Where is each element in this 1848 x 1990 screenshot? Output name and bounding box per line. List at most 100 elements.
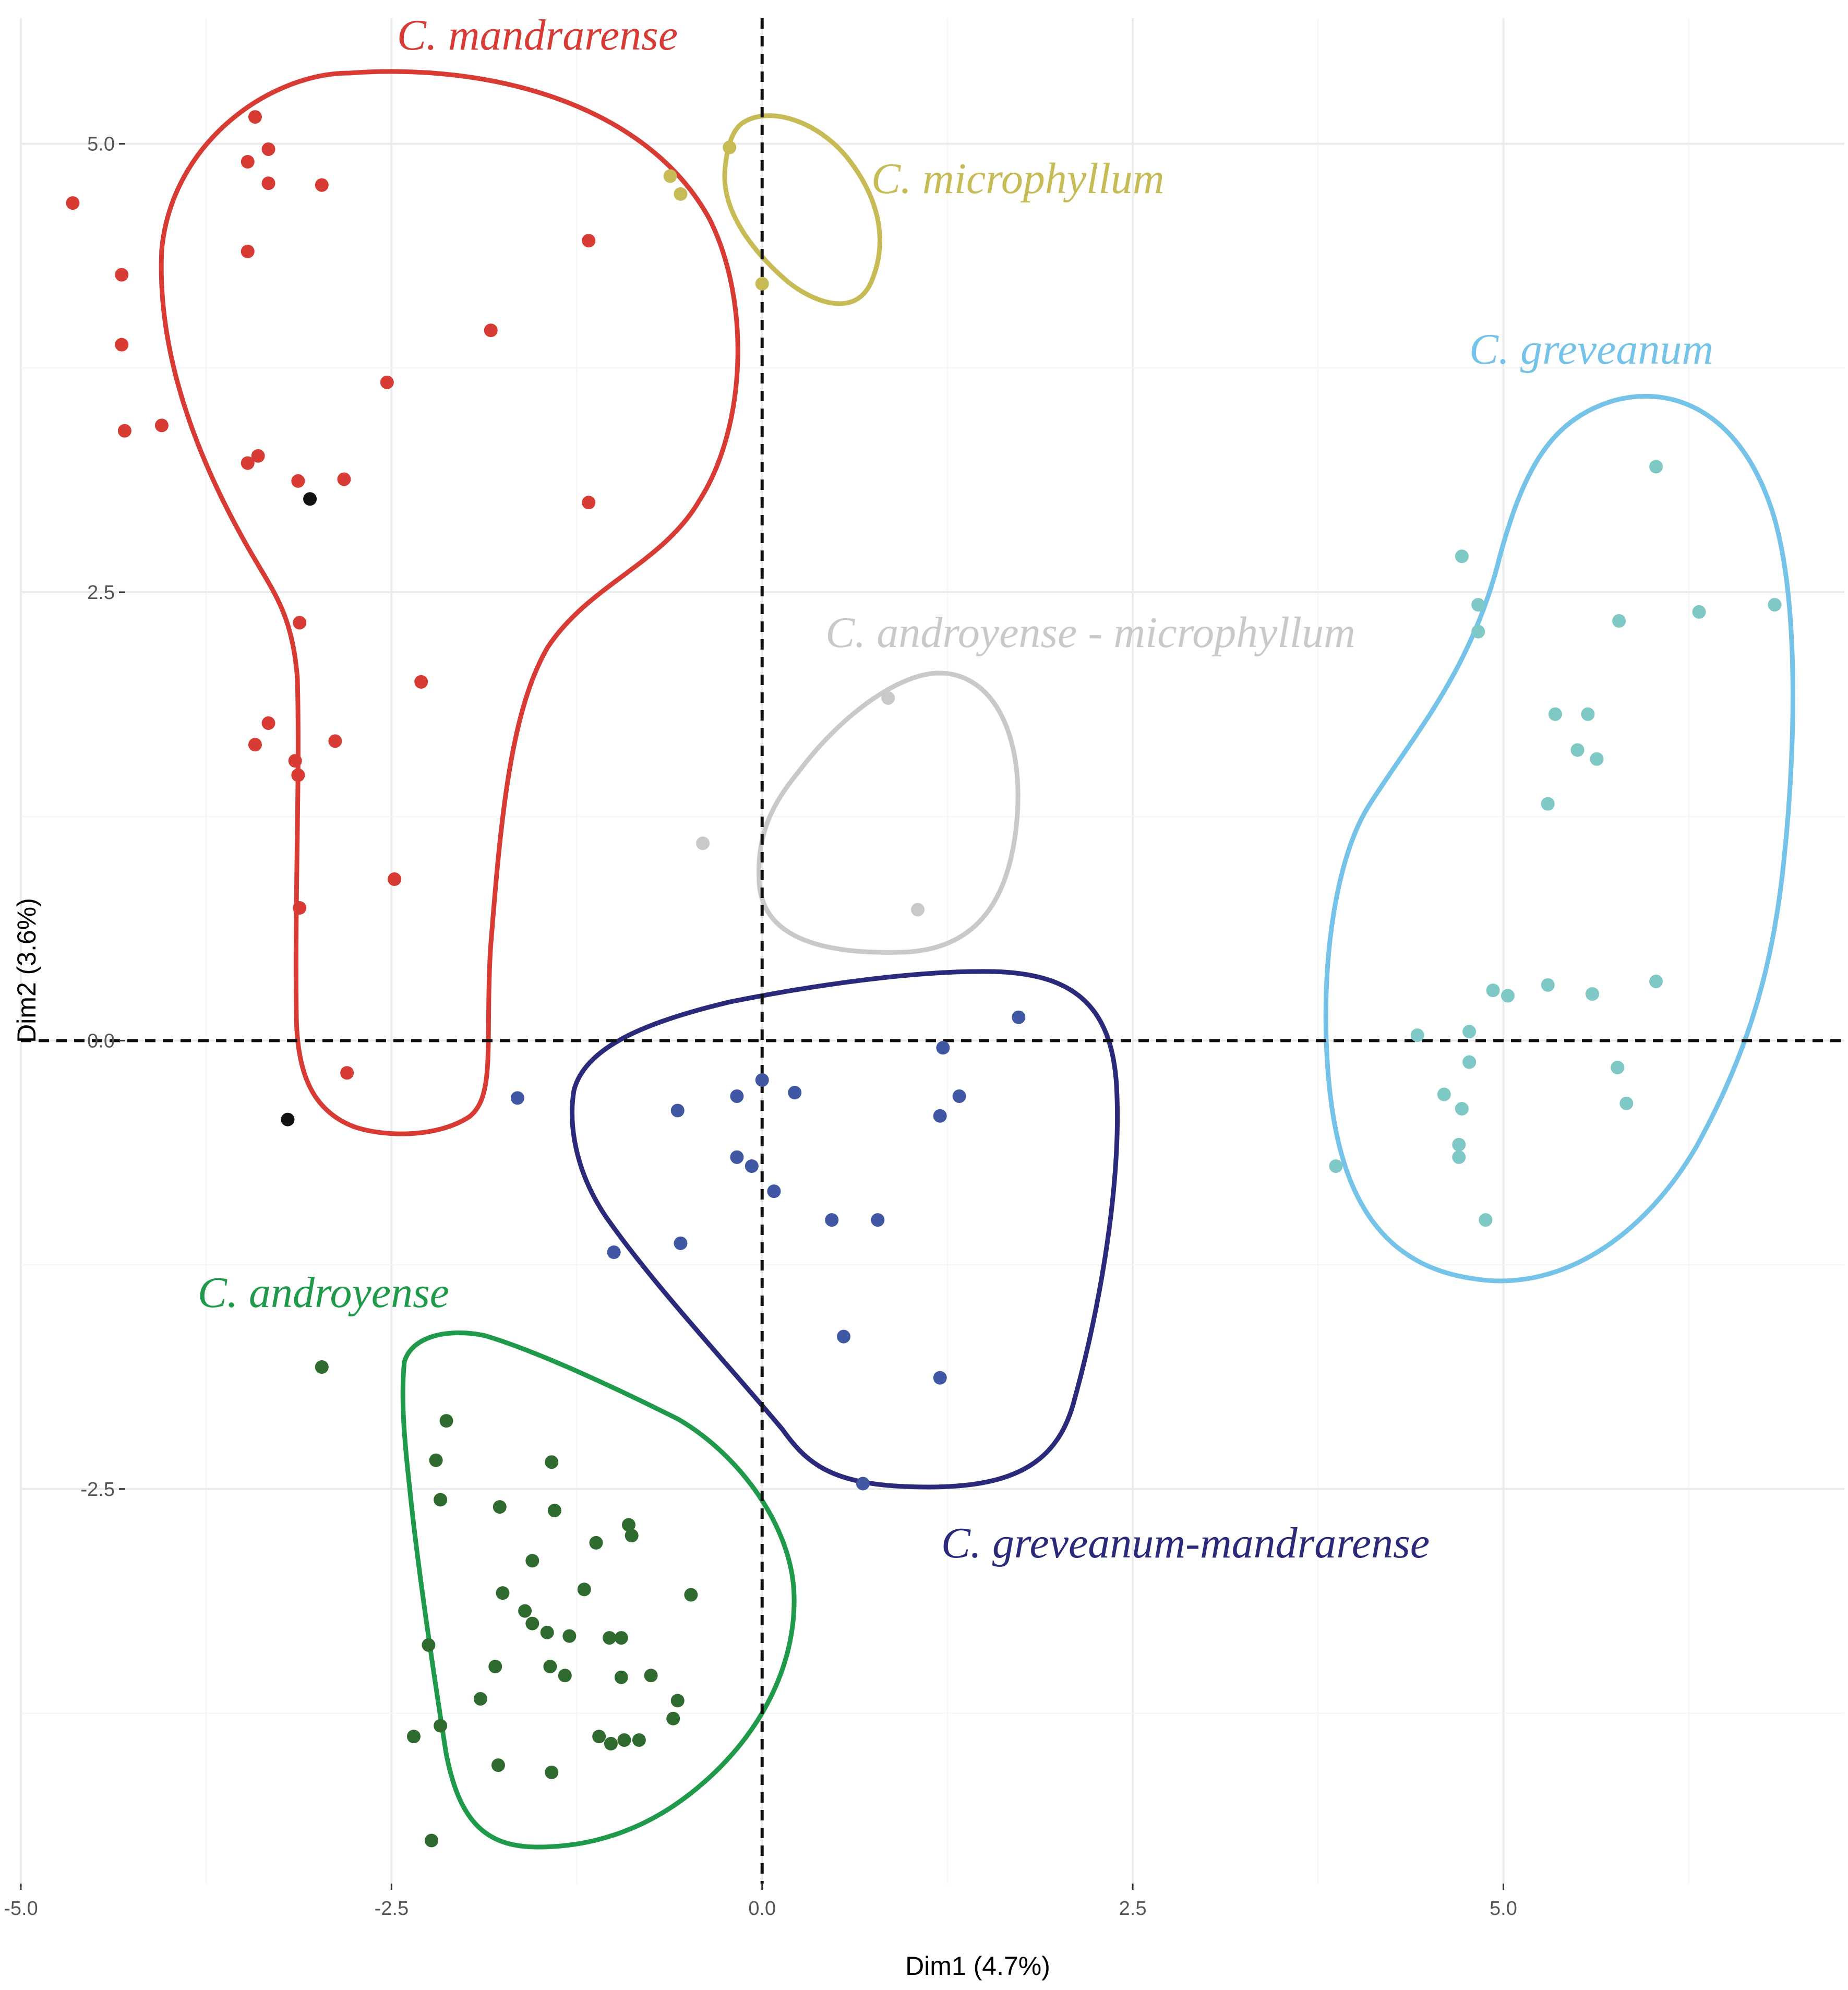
data-point-series-4 xyxy=(936,1041,950,1055)
data-point-series-5 xyxy=(406,1730,421,1744)
data-point-series-4 xyxy=(837,1329,851,1344)
x-axis-title: Dim1 (4.7%) xyxy=(905,1951,1050,1981)
data-point-series-5 xyxy=(670,1694,685,1708)
data-point-series-4 xyxy=(788,1086,802,1100)
data-point-series-2 xyxy=(1452,1150,1466,1164)
data-point-series-0 xyxy=(291,474,305,488)
data-point-series-4 xyxy=(871,1213,885,1227)
cluster-hulls xyxy=(159,69,1795,1850)
data-point-series-0 xyxy=(115,338,129,352)
data-point-series-2 xyxy=(1585,987,1599,1001)
data-point-series-5 xyxy=(604,1736,618,1751)
data-point-series-3 xyxy=(911,903,925,917)
data-point-series-5 xyxy=(422,1638,436,1652)
data-point-series-4 xyxy=(1012,1010,1026,1024)
data-point-series-5 xyxy=(315,1360,329,1374)
data-point-series-0 xyxy=(248,738,262,752)
label-greveanum-mandrarense: C. greveanum-mandrarense xyxy=(941,1519,1430,1567)
data-point-series-5 xyxy=(562,1629,577,1643)
data-point-series-0 xyxy=(582,496,596,510)
data-point-series-5 xyxy=(496,1586,510,1600)
data-point-series-0 xyxy=(66,196,80,210)
data-point-series-5 xyxy=(439,1414,453,1428)
data-point-series-2 xyxy=(1581,707,1595,721)
data-point-series-5 xyxy=(622,1518,635,1532)
data-point-series-5 xyxy=(558,1669,572,1683)
data-point-series-2 xyxy=(1471,625,1485,639)
hull-greveanum-mandrarense xyxy=(570,969,1120,1490)
data-point-series-2 xyxy=(1611,1060,1625,1074)
x-tick-label: 0.0 xyxy=(748,1898,776,1920)
data-point-series-2 xyxy=(1570,743,1585,757)
data-point-series-2 xyxy=(1410,1028,1424,1042)
data-point-series-0 xyxy=(154,418,169,433)
data-point-series-0 xyxy=(288,754,302,768)
data-point-series-5 xyxy=(617,1733,631,1747)
data-point-series-2 xyxy=(1455,1102,1469,1116)
data-point-series-2 xyxy=(1649,974,1663,988)
data-point-series-5 xyxy=(491,1758,505,1772)
data-point-series-5 xyxy=(666,1711,680,1725)
data-point-series-2 xyxy=(1462,1025,1477,1039)
data-point-series-6 xyxy=(303,492,317,506)
hull-androyense xyxy=(400,1330,797,1850)
data-point-series-4 xyxy=(607,1245,621,1259)
data-point-series-6 xyxy=(281,1112,295,1126)
data-point-series-5 xyxy=(684,1588,698,1602)
data-point-series-5 xyxy=(473,1692,487,1706)
x-tick-label: 2.5 xyxy=(1119,1898,1147,1920)
data-point-series-5 xyxy=(592,1730,606,1744)
y-axis-title: Dim2 (3.6%) xyxy=(12,898,41,1043)
data-point-series-5 xyxy=(434,1493,448,1507)
data-point-series-1 xyxy=(723,140,737,154)
data-point-series-0 xyxy=(388,872,402,886)
data-point-series-2 xyxy=(1501,989,1515,1003)
data-point-series-5 xyxy=(603,1631,617,1645)
data-point-series-0 xyxy=(261,142,275,156)
data-point-series-2 xyxy=(1437,1087,1451,1101)
data-point-series-0 xyxy=(261,716,275,730)
label-microphyllum: C. microphyllum xyxy=(871,154,1165,203)
data-point-series-0 xyxy=(293,616,307,630)
data-point-series-2 xyxy=(1619,1096,1634,1110)
data-point-series-5 xyxy=(545,1765,559,1779)
data-point-series-0 xyxy=(251,449,265,463)
data-point-series-2 xyxy=(1541,797,1555,811)
y-tick-label: 0.0 xyxy=(87,1030,115,1052)
data-point-series-4 xyxy=(825,1213,839,1227)
data-point-series-5 xyxy=(525,1554,539,1568)
y-tick-label: -2.5 xyxy=(81,1479,115,1501)
data-point-series-0 xyxy=(340,1066,354,1080)
data-point-series-5 xyxy=(525,1616,539,1631)
data-point-series-1 xyxy=(755,277,769,291)
x-tick-label: -2.5 xyxy=(375,1898,409,1920)
label-greveanum: C. greveanum xyxy=(1469,325,1713,374)
data-point-series-2 xyxy=(1455,549,1469,564)
data-point-series-0 xyxy=(337,472,351,486)
x-tick-label: -5.0 xyxy=(4,1898,38,1920)
data-points xyxy=(66,110,1782,1848)
data-point-series-5 xyxy=(545,1455,559,1469)
data-point-series-4 xyxy=(933,1109,947,1123)
data-point-series-4 xyxy=(674,1236,688,1250)
data-point-series-1 xyxy=(674,187,688,201)
data-point-series-0 xyxy=(241,456,255,470)
hull-greveanum xyxy=(1323,393,1795,1284)
data-point-series-0 xyxy=(293,901,307,915)
data-point-series-5 xyxy=(644,1669,658,1683)
data-point-series-5 xyxy=(429,1453,443,1467)
axis-ticks: -5.0 -2.5 0.0 2.5 5.0 -2.5 0.0 2.5 5.0 xyxy=(4,134,1517,1920)
data-point-series-2 xyxy=(1486,984,1500,998)
data-point-series-4 xyxy=(933,1371,947,1385)
data-point-series-2 xyxy=(1768,598,1782,612)
data-point-series-5 xyxy=(540,1625,554,1639)
data-point-series-4 xyxy=(767,1184,781,1198)
data-point-series-4 xyxy=(745,1159,759,1173)
label-androyense: C. androyense xyxy=(198,1268,449,1317)
data-point-series-5 xyxy=(434,1719,448,1733)
data-point-series-2 xyxy=(1329,1159,1343,1173)
data-point-series-2 xyxy=(1452,1137,1466,1152)
data-point-series-0 xyxy=(241,155,255,169)
data-point-series-4 xyxy=(510,1091,524,1105)
